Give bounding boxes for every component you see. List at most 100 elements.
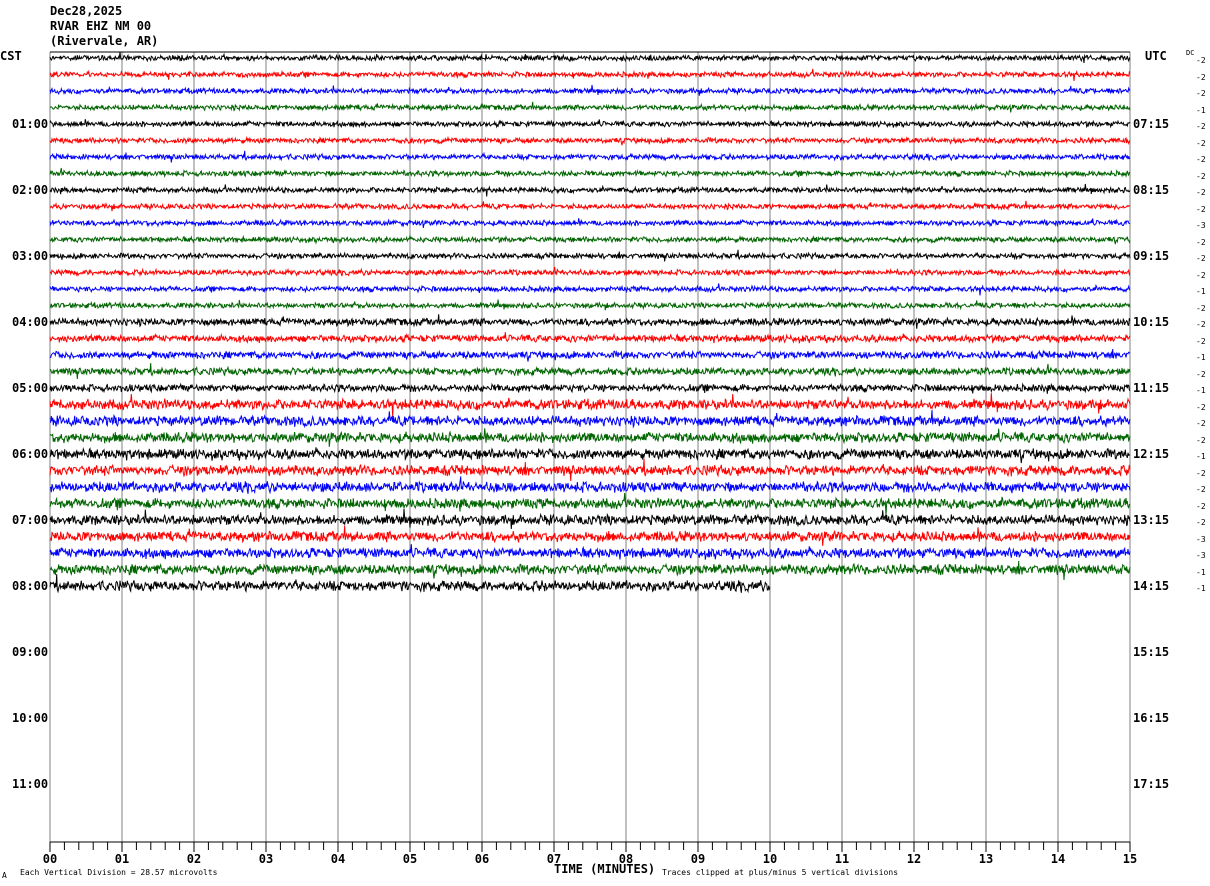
clip-note: Traces clipped at plus/minus 5 vertical …: [662, 868, 899, 877]
dc-offset: -2: [1196, 254, 1206, 263]
left-hour-label: 08:00: [12, 579, 49, 593]
left-hour-label: 09:00: [12, 645, 49, 659]
x-tick-label: 03: [258, 852, 274, 866]
right-hour-label: 12:15: [1133, 447, 1170, 461]
dc-offset: -1: [1196, 584, 1206, 593]
seismic-trace: [49, 393, 1131, 417]
location-label: (Rivervale, AR): [50, 34, 159, 48]
x-tick-label: 05: [402, 852, 418, 866]
x-tick-label: 14: [1050, 852, 1066, 866]
dc-offset: -1: [1196, 452, 1206, 461]
left-hour-label: 10:00: [12, 711, 49, 725]
left-hour-label: 11:00: [12, 777, 49, 791]
seismic-trace: [49, 428, 1131, 447]
date-label: Dec28,2025: [50, 4, 123, 18]
dc-offset: -2: [1196, 155, 1206, 164]
dc-offset: -2: [1196, 501, 1206, 511]
dc-offset: -2: [1196, 369, 1206, 379]
seismic-trace: [49, 84, 1131, 96]
seismic-trace: [49, 283, 1131, 296]
seismic-trace: [49, 51, 1131, 64]
x-tick-label: 01: [114, 852, 130, 866]
dc-offset: -2: [1196, 468, 1206, 478]
seismic-trace: [49, 101, 1131, 113]
x-tick-label: 02: [186, 852, 202, 866]
dc-offset: -3: [1196, 221, 1206, 230]
seismic-trace: [49, 135, 1131, 146]
seismic-trace: [49, 218, 1131, 228]
seismic-trace: [49, 348, 1131, 362]
x-tick-label: 07: [546, 852, 562, 866]
seismic-trace: [49, 183, 1131, 197]
left-timezone: CST: [0, 49, 22, 63]
x-tick-label: 00: [42, 852, 58, 866]
right-hour-label: 07:15: [1133, 117, 1170, 131]
dc-offset: -1: [1196, 105, 1206, 115]
dc-offset: -2: [1196, 518, 1206, 527]
dc-offset: -2: [1196, 402, 1206, 412]
seismic-trace: [49, 363, 1131, 380]
dc-offset: -2: [1196, 138, 1206, 148]
right-hour-label: 10:15: [1133, 315, 1170, 329]
x-tick-label: 06: [474, 852, 490, 866]
seismic-trace: [49, 200, 1131, 212]
scale-note: Each Vertical Division = 28.57 microvolt…: [20, 868, 218, 877]
dc-offset: -2: [1196, 171, 1206, 181]
left-hour-label: 03:00: [12, 249, 49, 263]
seismic-trace: [49, 68, 1131, 81]
right-hour-label: 13:15: [1133, 513, 1170, 527]
seismic-trace: [49, 574, 771, 594]
dc-offset: -2: [1196, 122, 1206, 131]
dc-offset: -1: [1196, 386, 1206, 395]
x-tick-label: 13: [978, 852, 994, 866]
left-hour-label: 01:00: [12, 117, 49, 131]
right-hour-label: 09:15: [1133, 249, 1170, 263]
x-axis-label: TIME (MINUTES): [554, 862, 656, 876]
dc-offset: -2: [1196, 320, 1206, 329]
seismic-trace: [49, 249, 1131, 262]
dc-offset: -2: [1196, 336, 1206, 346]
dc-offset: -2: [1196, 270, 1206, 280]
left-hour-label: 05:00: [12, 381, 49, 395]
x-tick-label: 09: [690, 852, 706, 866]
seismic-trace: [49, 314, 1131, 329]
right-hour-label: 16:15: [1133, 711, 1170, 725]
dc-offset: -2: [1196, 419, 1206, 428]
dc-offset: -2: [1196, 204, 1206, 214]
dc-offset: -3: [1196, 551, 1206, 560]
dc-offset: -3: [1196, 534, 1206, 544]
dc-offset: -2: [1196, 237, 1206, 247]
seismic-trace: [49, 458, 1131, 482]
dc-offset: -1: [1196, 567, 1206, 577]
dc-offset: -2: [1196, 435, 1206, 445]
seismic-trace: [49, 560, 1131, 581]
dc-offset: -1: [1196, 353, 1206, 362]
seismic-trace: [49, 508, 1131, 530]
x-tick-label: 11: [834, 852, 850, 866]
seismic-trace: [49, 266, 1131, 278]
x-tick-label: 04: [330, 852, 346, 866]
seismic-trace: [49, 119, 1131, 129]
left-hour-label: 07:00: [12, 513, 49, 527]
seismic-trace: [49, 476, 1131, 495]
x-tick-label: 08: [618, 852, 634, 866]
x-tick-label: 10: [762, 852, 778, 866]
seismic-trace: [49, 525, 1131, 546]
station-label: RVAR EHZ NM 00: [50, 19, 152, 33]
dc-label: DC: [1186, 49, 1195, 57]
seismic-trace: [49, 234, 1131, 245]
dc-offset: -1: [1196, 287, 1206, 296]
right-hour-label: 14:15: [1133, 579, 1170, 593]
seismic-trace: [49, 332, 1131, 344]
right-hour-label: 11:15: [1133, 381, 1170, 395]
x-tick-label: 12: [906, 852, 922, 866]
dc-offset: -2: [1196, 89, 1206, 98]
seismic-trace: [49, 299, 1131, 311]
x-tick-label: 15: [1122, 852, 1138, 866]
seismic-trace: [49, 167, 1131, 179]
seismic-trace: [49, 544, 1131, 560]
left-hour-label: 06:00: [12, 447, 49, 461]
corner-mark: A: [2, 871, 7, 880]
dc-offset: -2: [1196, 56, 1206, 65]
